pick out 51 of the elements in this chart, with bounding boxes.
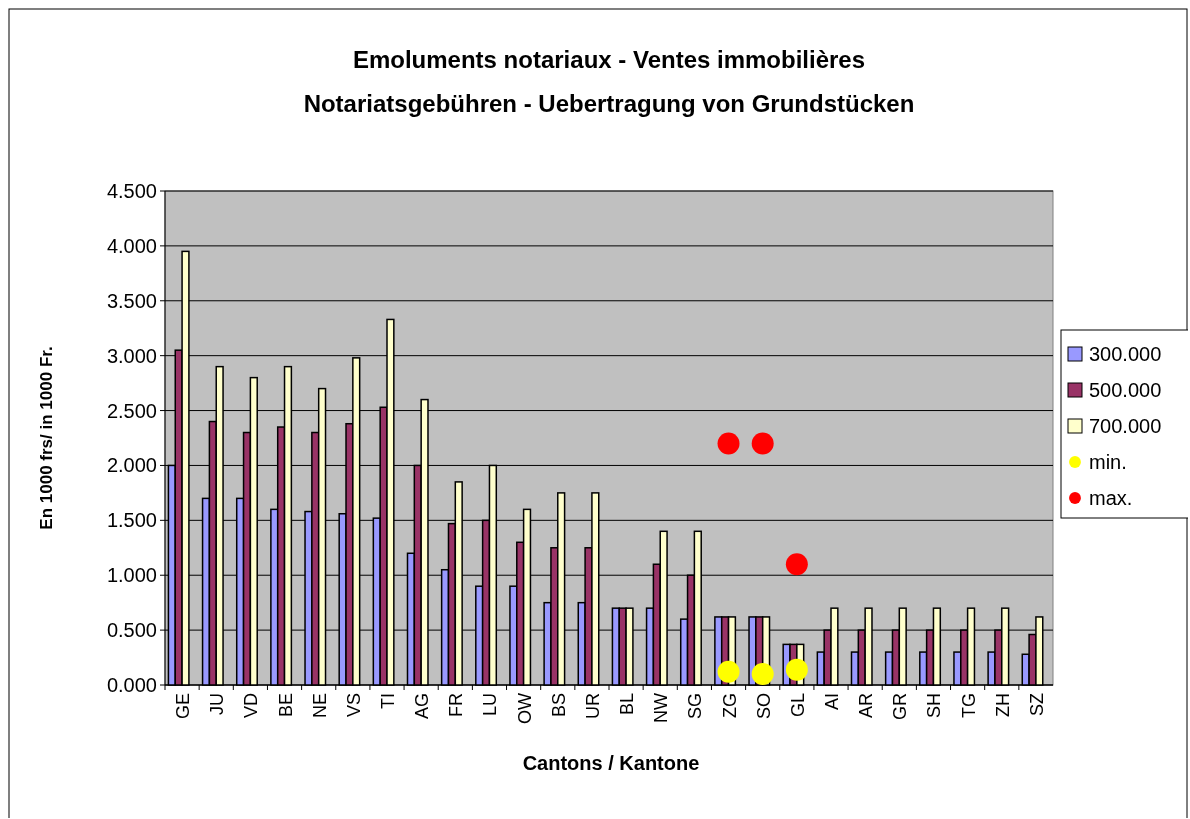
legend-label: min.	[1089, 451, 1127, 473]
x-tick-label: BE	[275, 693, 296, 718]
point	[717, 660, 740, 683]
x-tick-label: GR	[890, 693, 911, 720]
x-tick-label: NE	[309, 693, 330, 719]
y-tick-label: 1.000	[106, 564, 157, 587]
y-tick-label: 1.500	[106, 509, 157, 532]
x-tick-label: AR	[856, 693, 877, 719]
x-tick-label: JU	[207, 693, 228, 715]
x-tick-label: UR	[582, 693, 603, 719]
y-tick-label: 3.500	[106, 289, 157, 312]
y-tick-label: 4.500	[106, 180, 157, 202]
x-axis-title: Cantons / Kantone	[522, 752, 700, 774]
x-tick-label: NW	[651, 693, 672, 723]
x-tick-label: TG	[958, 693, 979, 718]
x-tick-label: SG	[685, 693, 706, 720]
y-tick-label: 0.500	[106, 619, 157, 642]
x-tick-label: BL	[617, 693, 638, 716]
point	[785, 553, 808, 576]
x-tick-label: BS	[548, 693, 569, 718]
x-tick-label: VS	[343, 693, 364, 718]
x-tick-label: LU	[480, 693, 501, 717]
y-tick-label: 4.000	[106, 234, 157, 257]
x-tick-label: SH	[924, 693, 945, 719]
x-tick-label: FR	[446, 693, 467, 717]
legend-label: 500.000	[1089, 379, 1162, 401]
y-tick-label: 3.000	[106, 344, 157, 367]
y-tick-label: 0.000	[106, 674, 157, 696]
y-tick-label: 2.500	[106, 399, 157, 422]
x-tick-label: SZ	[1026, 693, 1047, 717]
x-tick-label: GL	[787, 693, 808, 718]
x-tick-label: TI	[378, 693, 398, 709]
x-tick-label: OW	[514, 693, 535, 724]
point	[717, 432, 740, 455]
x-tick-label: GE	[173, 693, 194, 720]
legend-label: 300.000	[1089, 343, 1162, 365]
point	[751, 663, 774, 685]
legend-label: 700.000	[1089, 415, 1162, 437]
chart-title: Emoluments notariaux - Ventes immobilières	[352, 46, 866, 73]
y-axis-title: En 1000 frs/ in 1000 Fr.	[37, 346, 56, 530]
chart-subtitle: Notariatsgebühren - Uebertragung von Grundstücken	[303, 90, 915, 117]
point	[751, 432, 774, 455]
y-tick-label: 2.000	[106, 454, 157, 477]
legend-label: max.	[1089, 487, 1133, 509]
x-tick-label: AG	[412, 693, 433, 720]
x-tick-label: VD	[241, 693, 262, 719]
x-tick-label: ZH	[992, 693, 1013, 717]
x-tick-label: SO	[753, 693, 774, 720]
x-tick-label: ZG	[719, 693, 740, 718]
point	[785, 658, 808, 681]
x-tick-label: AI	[822, 693, 842, 711]
